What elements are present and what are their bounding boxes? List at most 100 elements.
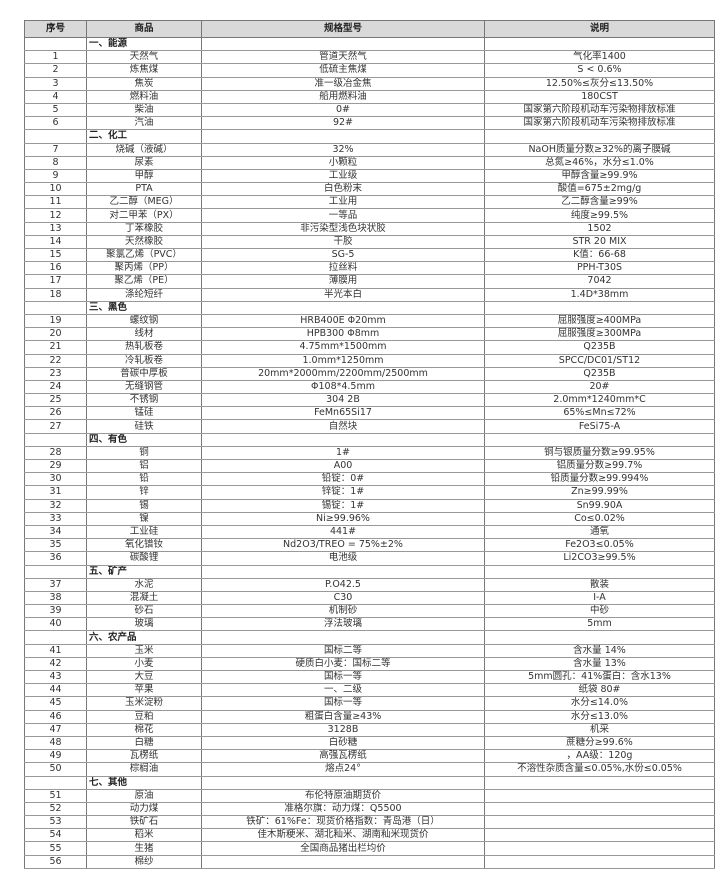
cell-index: 29 [24, 458, 87, 474]
cell-index: 3 [24, 76, 87, 91]
cell-commodity: 柴油 [86, 102, 202, 118]
cell-index: 1 [24, 50, 87, 65]
cell-spec: 薄膜用 [201, 274, 485, 289]
cell-commodity: 铁矿石 [86, 815, 202, 830]
cell-index: 52 [24, 801, 87, 817]
table-body: 一、能源 1 天然气 管道天然气 气化率1400 2 炼焦煤 低硫主焦煤 S < 0.6% 3 焦炭… [24, 36, 715, 869]
cell-spec: 锌锭：1# [201, 485, 485, 500]
header-index: 序号 [24, 20, 87, 38]
cell-commodity: 天然气 [86, 50, 202, 65]
section-title: 七、其他 [86, 775, 202, 790]
cell-spec: 管道天然气 [201, 50, 485, 65]
cell-index: 43 [24, 669, 87, 685]
cell-commodity: 稻米 [86, 828, 202, 843]
section-title: 一、能源 [86, 36, 202, 52]
empty-cell [201, 300, 485, 315]
table-row: 10 PTA 白色粉末 酸值=675±2mg/g [24, 182, 715, 197]
cell-index: 23 [24, 366, 87, 381]
cell-index: 22 [24, 353, 87, 368]
table-row: 40 玻璃 浮法玻璃 5mm [24, 617, 715, 632]
empty-cell [484, 36, 715, 52]
cell-index: 19 [24, 313, 87, 329]
cell-commodity: 水泥 [86, 577, 202, 592]
cell-spec: 工业级 [201, 168, 485, 184]
cell-commodity: 玉米淀粉 [86, 696, 202, 711]
cell-spec: P.O42.5 [201, 577, 485, 592]
cell-spec: 干胶 [201, 234, 485, 250]
table-row: 50 棕榈油 熔点24° 不溶性杂质含量≤0.05%,水份≤0.05% [24, 762, 715, 777]
cell-commodity: 原油 [86, 788, 202, 803]
cell-index: 33 [24, 511, 87, 526]
cell-index: 50 [24, 762, 87, 777]
empty-cell [201, 564, 485, 579]
table-row: 35 氧化镨钕 Nd2O3/TREO = 75%±2% Fe2O3≤0.05% [24, 538, 715, 553]
cell-spec: 304 2B [201, 393, 485, 408]
section-row: 三、黑色 [24, 300, 715, 315]
table-row: 31 锌锌锭：1# Zn≥99.99% [24, 485, 715, 500]
cell-commodity: 玻璃 [86, 617, 202, 632]
empty-cell [484, 564, 715, 579]
cell-spec: 白色粉末 [201, 182, 485, 197]
table-row: 30 铅铅锭：0# 铅质量分数≥99.994% [24, 472, 715, 487]
cell-note: Q235B [484, 340, 715, 355]
cell-note: Q235B [484, 366, 715, 381]
empty-cell [484, 300, 715, 315]
empty-cell [24, 775, 87, 790]
cell-note: 5mm [484, 617, 715, 632]
header-spec: 规格型号 [201, 20, 485, 38]
cell-commodity: 燃料油 [86, 89, 202, 104]
table-row: 27 硅铁 自然块 FeSi75-A [24, 419, 715, 434]
cell-spec: 非污染型浅色块状胶 [201, 221, 485, 236]
cell-index: 26 [24, 406, 87, 421]
cell-note [484, 788, 715, 803]
cell-spec: 布伦特原油期货价 [201, 788, 485, 803]
cell-note: FeSi75-A [484, 419, 715, 434]
table-row: 45 玉米淀粉 国标一等 水分≤14.0% [24, 696, 715, 711]
cell-commodity: 线材 [86, 327, 202, 342]
cell-note: Co≤0.02% [484, 511, 715, 526]
table-row: 34 工业硅 441# 通氧 [24, 524, 715, 540]
cell-commodity: 白糖 [86, 735, 202, 751]
cell-spec: 拉丝料 [201, 261, 485, 276]
cell-index: 5 [24, 102, 87, 118]
cell-index: 2 [24, 63, 87, 78]
cell-spec: 浮法玻璃 [201, 617, 485, 632]
table-row: 46 豆粕 粗蛋白含量≥43% 水分≤13.0% [24, 709, 715, 724]
cell-index: 14 [24, 234, 87, 250]
cell-note: 水分≤14.0% [484, 696, 715, 711]
section-title: 二、化工 [86, 129, 202, 144]
cell-spec: FeMn65Si17 [201, 406, 485, 421]
cell-commodity: 豆粕 [86, 709, 202, 724]
cell-index: 47 [24, 722, 87, 737]
table-row: 42 小麦 硬质白小麦：国标二等 含水量 13% [24, 656, 715, 672]
table-row: 37 水泥 P.O42.5 散装 [24, 577, 715, 592]
cell-commodity: 烧碱（液碱） [86, 142, 202, 157]
cell-note: 铜与银质量分数≥99.95% [484, 445, 715, 461]
empty-cell [201, 432, 485, 447]
cell-spec: 92# [201, 116, 485, 131]
empty-cell [201, 630, 485, 645]
cell-index: 39 [24, 604, 87, 619]
cell-index: 21 [24, 340, 87, 355]
header-commodity: 商品 [86, 20, 202, 38]
cell-commodity: 冷轧板卷 [86, 353, 202, 368]
cell-commodity: 工业硅 [86, 524, 202, 540]
cell-spec: 半光本白 [201, 287, 485, 302]
table-row: 38 混凝土 C30 I-A [24, 590, 715, 606]
empty-cell [484, 630, 715, 645]
table-row: 22 冷轧板卷 1.0mm*1250mm SPCC/DC01/ST12 [24, 353, 715, 368]
cell-commodity: PTA [86, 182, 202, 197]
cell-spec: HPB300 Φ8mm [201, 327, 485, 342]
cell-spec: 国标一等 [201, 669, 485, 685]
cell-index: 32 [24, 498, 87, 513]
cell-index: 17 [24, 274, 87, 289]
cell-note: 中砂 [484, 604, 715, 619]
cell-spec: 0# [201, 102, 485, 118]
cell-commodity: 天然橡胶 [86, 234, 202, 250]
cell-index: 41 [24, 643, 87, 658]
empty-cell [201, 129, 485, 144]
section-row: 七、其他 [24, 775, 715, 790]
cell-commodity: 热轧板卷 [86, 340, 202, 355]
section-row: 一、能源 [24, 36, 715, 52]
cell-note: PPH-T30S [484, 261, 715, 276]
